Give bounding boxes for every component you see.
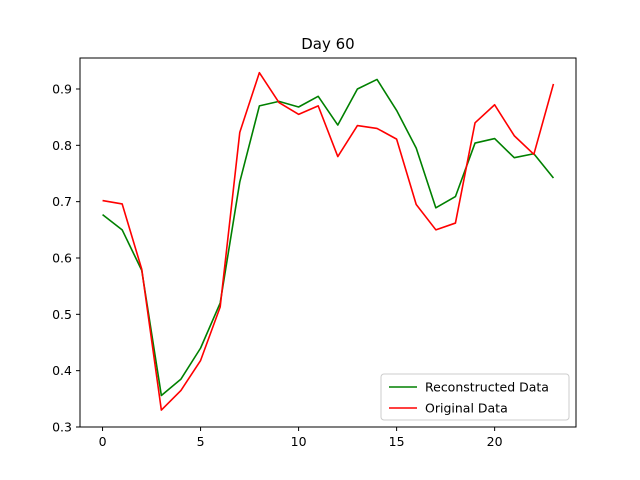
y-tick-label: 0.7	[52, 194, 72, 209]
x-tick-label: 15	[389, 434, 405, 449]
legend-label-0: Reconstructed Data	[425, 380, 549, 395]
y-tick-label: 0.4	[52, 363, 72, 378]
legend-box	[380, 373, 570, 421]
x-tick-label: 0	[99, 434, 107, 449]
series-layer	[102, 71, 555, 411]
series-line-1	[102, 71, 555, 411]
y-axis: 0.3 0.4 0.5 0.6 0.7 0.8 0.9	[52, 81, 80, 435]
y-tick-label: 0.3	[52, 420, 72, 435]
series-line-0	[102, 78, 555, 397]
plot-area-frame	[79, 57, 577, 428]
y-tick-label: 0.5	[52, 307, 72, 322]
x-tick-label: 10	[291, 434, 307, 449]
chart-title: Day 60	[301, 35, 354, 53]
x-tick-label: 5	[197, 434, 205, 449]
x-axis: 0 5 10 15 20	[99, 427, 503, 449]
x-tick-label: 20	[487, 434, 503, 449]
y-tick-label: 0.9	[52, 81, 72, 96]
y-tick-label: 0.8	[52, 138, 72, 153]
legend: Reconstructed Data Original Data	[380, 373, 570, 421]
legend-label-1: Original Data	[425, 401, 508, 416]
y-tick-label: 0.6	[52, 250, 72, 265]
